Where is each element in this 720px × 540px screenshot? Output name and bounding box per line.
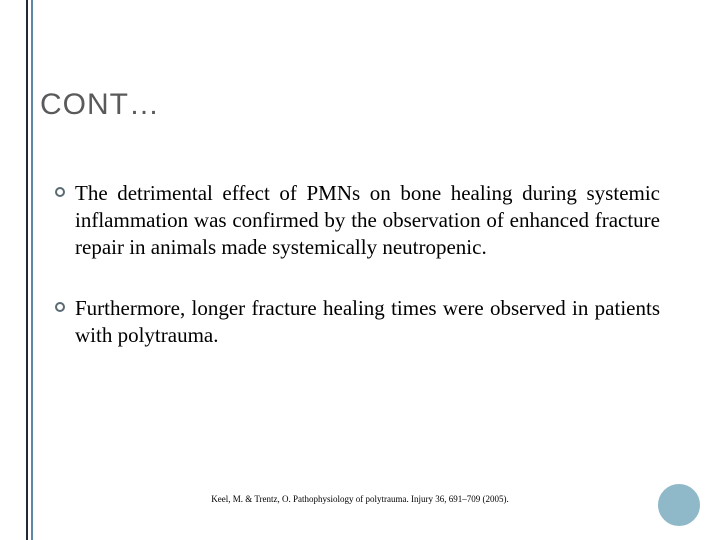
vertical-rule-outer — [26, 0, 28, 540]
bullet-text: Furthermore, longer fracture healing tim… — [75, 295, 660, 349]
citation-text: Keel, M. & Trentz, O. Pathophysiology of… — [0, 494, 720, 504]
vertical-rule-inner — [31, 0, 33, 540]
bullet-item: The detrimental effect of PMNs on bone h… — [55, 180, 660, 261]
bullet-text: The detrimental effect of PMNs on bone h… — [75, 180, 660, 261]
bullet-marker-icon — [55, 187, 65, 197]
slide: CONT… The detrimental effect of PMNs on … — [0, 0, 720, 540]
slide-content: The detrimental effect of PMNs on bone h… — [55, 180, 660, 382]
slide-title: CONT… — [40, 88, 160, 122]
bullet-marker-icon — [55, 302, 65, 312]
decorative-circle-icon — [656, 482, 702, 528]
bullet-item: Furthermore, longer fracture healing tim… — [55, 295, 660, 349]
